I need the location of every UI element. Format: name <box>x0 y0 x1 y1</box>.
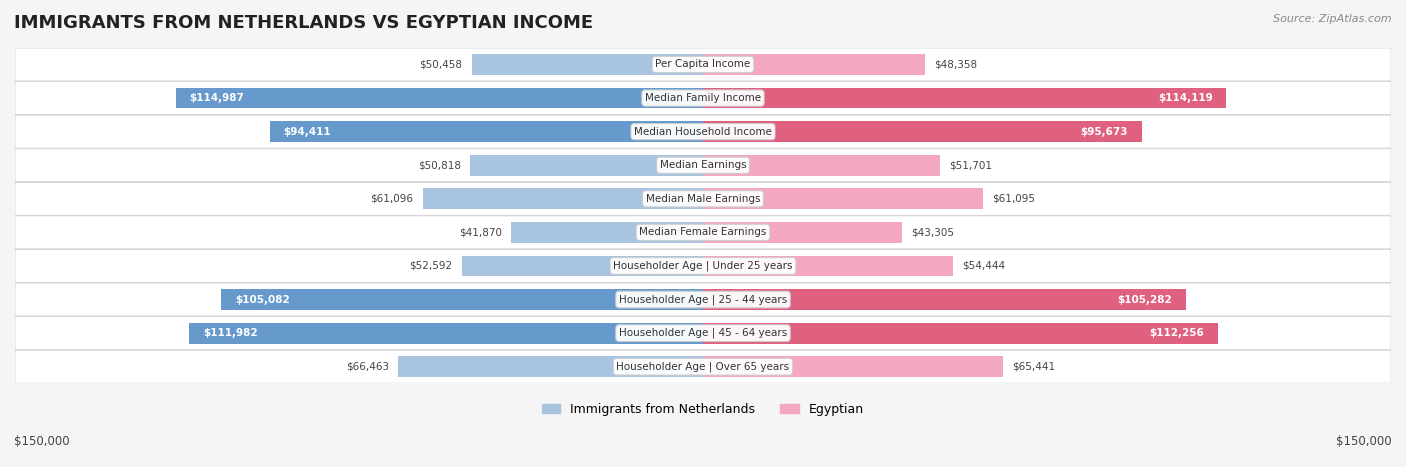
Text: $114,119: $114,119 <box>1159 93 1212 103</box>
FancyBboxPatch shape <box>15 182 1391 215</box>
Text: Householder Age | Over 65 years: Householder Age | Over 65 years <box>616 361 790 372</box>
Text: $48,358: $48,358 <box>934 59 977 70</box>
Text: $65,441: $65,441 <box>1012 362 1056 372</box>
Text: $114,987: $114,987 <box>190 93 245 103</box>
Bar <box>510 222 703 243</box>
Text: Per Capita Income: Per Capita Income <box>655 59 751 70</box>
Bar <box>470 155 703 176</box>
Text: $94,411: $94,411 <box>284 127 332 137</box>
Bar <box>703 54 925 75</box>
Text: $50,818: $50,818 <box>418 160 461 170</box>
Bar <box>176 88 703 108</box>
Text: $105,282: $105,282 <box>1118 295 1173 304</box>
Text: $52,592: $52,592 <box>409 261 453 271</box>
Text: $50,458: $50,458 <box>419 59 463 70</box>
Bar <box>703 121 1142 142</box>
Bar <box>398 356 703 377</box>
Text: Median Male Earnings: Median Male Earnings <box>645 194 761 204</box>
Text: $54,444: $54,444 <box>962 261 1005 271</box>
Text: $105,082: $105,082 <box>235 295 290 304</box>
FancyBboxPatch shape <box>15 48 1391 81</box>
Bar <box>703 88 1226 108</box>
Bar <box>703 188 983 209</box>
Text: $112,256: $112,256 <box>1149 328 1204 338</box>
FancyBboxPatch shape <box>15 82 1391 114</box>
Text: IMMIGRANTS FROM NETHERLANDS VS EGYPTIAN INCOME: IMMIGRANTS FROM NETHERLANDS VS EGYPTIAN … <box>14 14 593 32</box>
FancyBboxPatch shape <box>15 115 1391 148</box>
Bar <box>703 222 901 243</box>
Bar <box>461 255 703 276</box>
Text: $150,000: $150,000 <box>1336 435 1392 448</box>
Bar <box>221 289 703 310</box>
Text: Median Female Earnings: Median Female Earnings <box>640 227 766 237</box>
Bar <box>190 323 703 344</box>
Bar <box>703 323 1218 344</box>
Text: $51,701: $51,701 <box>949 160 993 170</box>
FancyBboxPatch shape <box>15 149 1391 182</box>
Text: Median Household Income: Median Household Income <box>634 127 772 137</box>
FancyBboxPatch shape <box>15 216 1391 249</box>
Text: Householder Age | 25 - 44 years: Householder Age | 25 - 44 years <box>619 294 787 305</box>
Bar <box>703 255 953 276</box>
Text: $111,982: $111,982 <box>202 328 257 338</box>
Text: $66,463: $66,463 <box>346 362 389 372</box>
Bar <box>703 356 1002 377</box>
Text: $95,673: $95,673 <box>1081 127 1128 137</box>
FancyBboxPatch shape <box>15 317 1391 350</box>
Text: Median Family Income: Median Family Income <box>645 93 761 103</box>
FancyBboxPatch shape <box>15 249 1391 283</box>
Bar <box>423 188 703 209</box>
Text: Householder Age | 45 - 64 years: Householder Age | 45 - 64 years <box>619 328 787 339</box>
Text: Median Earnings: Median Earnings <box>659 160 747 170</box>
Text: Householder Age | Under 25 years: Householder Age | Under 25 years <box>613 261 793 271</box>
Text: $43,305: $43,305 <box>911 227 953 237</box>
Legend: Immigrants from Netherlands, Egyptian: Immigrants from Netherlands, Egyptian <box>537 398 869 421</box>
Text: $61,096: $61,096 <box>371 194 413 204</box>
Text: $61,095: $61,095 <box>993 194 1035 204</box>
Text: Source: ZipAtlas.com: Source: ZipAtlas.com <box>1274 14 1392 24</box>
Bar <box>270 121 703 142</box>
FancyBboxPatch shape <box>15 283 1391 316</box>
FancyBboxPatch shape <box>15 350 1391 383</box>
Bar <box>471 54 703 75</box>
Bar <box>703 155 941 176</box>
Bar <box>703 289 1185 310</box>
Text: $41,870: $41,870 <box>458 227 502 237</box>
Text: $150,000: $150,000 <box>14 435 70 448</box>
